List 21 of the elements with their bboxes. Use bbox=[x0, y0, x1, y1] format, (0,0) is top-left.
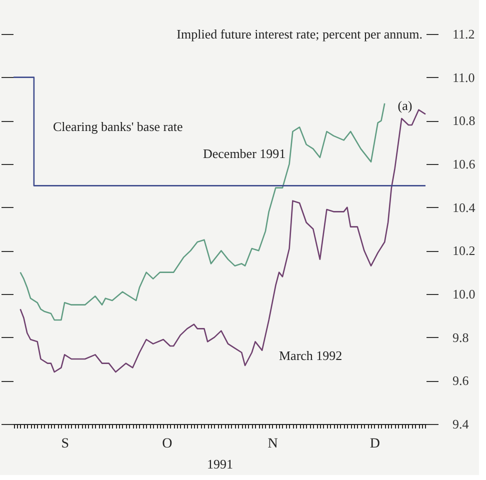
x-axis-title: 1991 bbox=[207, 456, 233, 472]
y-tick-label: 10.2 bbox=[452, 243, 476, 258]
y-tick-label: 11.0 bbox=[452, 70, 475, 85]
y-tick-label: 11.2 bbox=[452, 26, 475, 42]
y-axis-title: Implied future interest rate; percent per annum. bbox=[176, 26, 422, 42]
series-label: December 1991 bbox=[203, 146, 286, 161]
x-tick-label: N bbox=[268, 436, 278, 452]
y-tick-label: 9.4 bbox=[452, 416, 470, 432]
y-tick-label: 10.8 bbox=[452, 113, 476, 128]
y-tick-label: 10.0 bbox=[452, 286, 476, 302]
y-tick-label: 9.8 bbox=[452, 330, 469, 345]
x-tick-label: O bbox=[162, 436, 172, 452]
y-tick-label: 10.6 bbox=[452, 156, 476, 172]
annotation: (a) bbox=[398, 98, 412, 113]
y-tick-label: 10.4 bbox=[452, 200, 476, 215]
x-tick-label: D bbox=[370, 436, 380, 452]
line-series bbox=[20, 102, 386, 321]
series-label: March 1992 bbox=[279, 348, 342, 363]
x-tick-label: S bbox=[61, 436, 69, 452]
series-label: Clearing banks' base rate bbox=[53, 119, 183, 134]
y-tick-label: 9.6 bbox=[452, 373, 470, 388]
